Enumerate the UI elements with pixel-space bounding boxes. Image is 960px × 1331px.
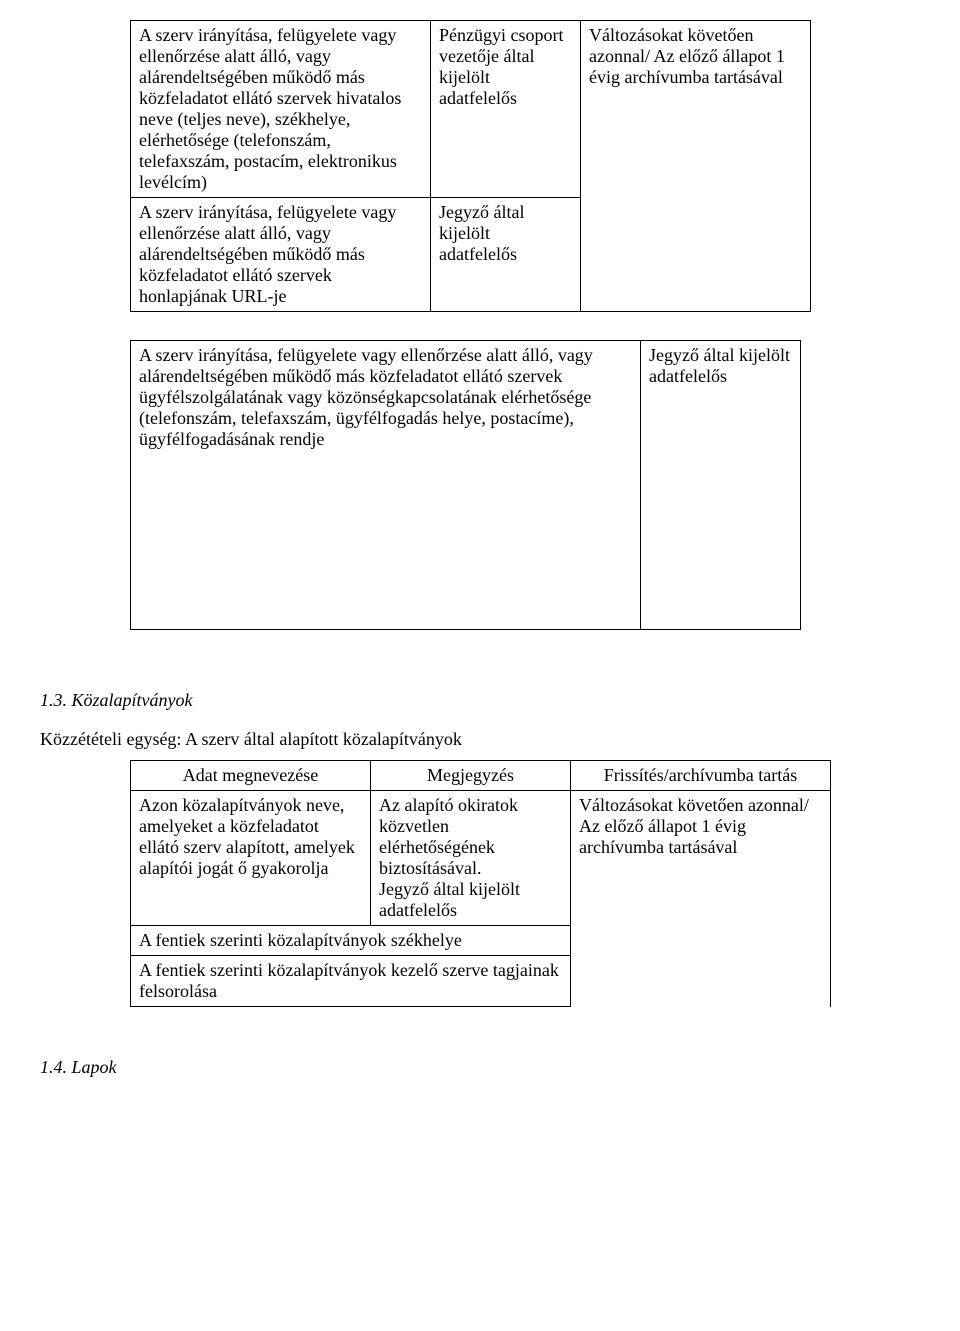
- section-heading-13: 1.3. Közalapítványok: [40, 690, 920, 711]
- cell-note: Jegyző által kijelölt adatfelelős: [641, 341, 801, 630]
- table-foundations: Adat megnevezése Megjegyzés Frissítés/ar…: [130, 760, 831, 1007]
- col-header-note: Megjegyzés: [371, 761, 571, 791]
- cell-desc: A szerv irányítása, felügyelete vagy ell…: [131, 198, 431, 312]
- cell-desc: A szerv irányítása, felügyelete vagy ell…: [131, 341, 641, 630]
- section-heading-14: 1.4. Lapok: [40, 1057, 920, 1078]
- table-header-row: Adat megnevezése Megjegyzés Frissítés/ar…: [131, 761, 831, 791]
- cell-update: Változásokat követően azonnal/ Az előző …: [571, 791, 831, 1007]
- cell-update: Változásokat követően azonnal/ Az előző …: [581, 21, 811, 312]
- table-row: Azon közalapítványok neve, amelyeket a k…: [131, 791, 831, 926]
- cell-note: Pénzügyi csoport vezetője által kijelölt…: [431, 21, 581, 198]
- cell-desc: A szerv irányítása, felügyelete vagy ell…: [131, 21, 431, 198]
- cell-note: Az alapító okiratok közvetlen elérhetősé…: [371, 791, 571, 926]
- cell-desc-wide: A fentiek szerinti közalapítványok kezel…: [131, 956, 571, 1007]
- col-header-name: Adat megnevezése: [131, 761, 371, 791]
- cell-desc-wide: A fentiek szerinti közalapítványok székh…: [131, 926, 571, 956]
- cell-note: Jegyző által kijelölt adatfelelős: [431, 198, 581, 312]
- cell-desc: Azon közalapítványok neve, amelyeket a k…: [131, 791, 371, 926]
- table-row: A szerv irányítása, felügyelete vagy ell…: [131, 21, 811, 198]
- table-customer-service: A szerv irányítása, felügyelete vagy ell…: [130, 340, 801, 630]
- cell-desc-text: A szerv irányítása, felügyelete vagy ell…: [139, 345, 593, 449]
- table-subordinate-orgs: A szerv irányítása, felügyelete vagy ell…: [130, 20, 811, 312]
- cell-note-text: Jegyző által kijelölt adatfelelős: [649, 345, 790, 386]
- col-header-update: Frissítés/archívumba tartás: [571, 761, 831, 791]
- section-subtitle-13: Közzétételi egység: A szerv által alapít…: [40, 729, 920, 750]
- table-row: A szerv irányítása, felügyelete vagy ell…: [131, 341, 801, 630]
